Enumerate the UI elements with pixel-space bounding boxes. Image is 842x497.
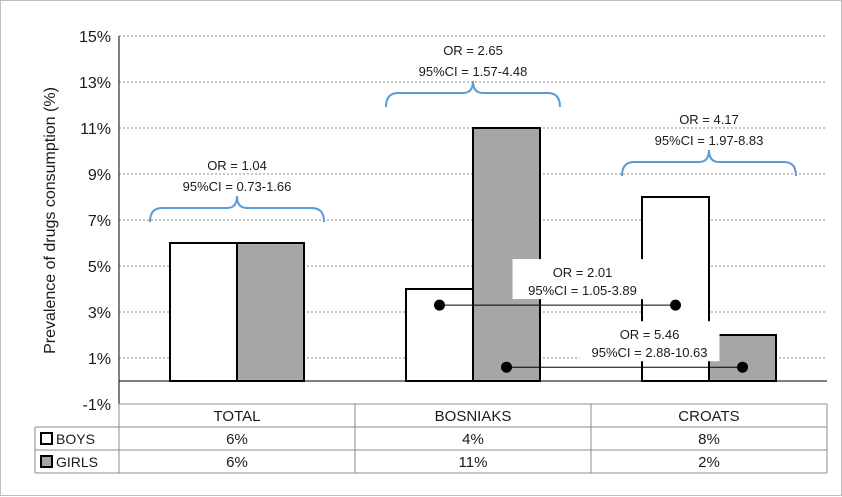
bar-boys-total <box>169 242 238 382</box>
ci-value-label: 95%CI = 2.88-10.63 <box>592 345 708 360</box>
y-tick-label: 3% <box>88 305 111 322</box>
annotation-backdrop <box>579 321 720 362</box>
ci-value-label: 95%CI = 1.05-3.89 <box>528 283 637 298</box>
or-value-label: OR = 2.65 <box>443 43 503 58</box>
y-tick-label: 9% <box>88 167 111 184</box>
comparison-point <box>501 361 512 373</box>
ci-value-label: 95%CI = 1.57-4.48 <box>419 64 528 79</box>
table-cell-value: 11% <box>459 454 488 471</box>
y-tick-label: 15% <box>79 29 111 46</box>
y-axis-label: Prevalence of drugs consumption (%) <box>42 87 59 354</box>
bar-girls-total <box>236 242 305 382</box>
y-tick-label: 7% <box>88 213 111 230</box>
y-tick-label: 1% <box>88 351 111 368</box>
category-label: CROATS <box>678 408 739 425</box>
or-value-label: OR = 1.04 <box>207 158 267 173</box>
comparison-point <box>670 299 681 311</box>
or-value-label: OR = 2.01 <box>553 265 613 280</box>
legend-swatch-boys <box>40 432 53 445</box>
y-tick-label: 13% <box>79 75 111 92</box>
or-brace <box>149 195 325 223</box>
y-tick-label: -1% <box>83 397 111 414</box>
data-table: TOTAL 6% 6% BOSNIAKS 4% 11% CROATS 8% 2% BOYS GIRL… <box>34 403 828 474</box>
bar-girls-croats <box>708 334 777 382</box>
annotation-backdrop <box>512 259 653 300</box>
annotation-layer: OR = 1.04 95%CI = 0.73-1.66 OR = 2.65 95%CI… <box>149 43 797 373</box>
or-value-label: OR = 4.17 <box>679 112 739 127</box>
y-tick-label: 5% <box>88 259 111 276</box>
ci-value-label: 95%CI = 1.97-8.83 <box>655 133 764 148</box>
comparison-point <box>434 299 445 311</box>
table-cell-value: 2% <box>698 454 720 471</box>
or-value-label: OR = 5.46 <box>620 327 680 342</box>
y-tick-label: 11% <box>80 121 111 138</box>
table-cell-value: 8% <box>698 431 720 448</box>
or-brace <box>621 149 797 177</box>
category-label: TOTAL <box>214 408 261 425</box>
comparison-point <box>737 361 748 373</box>
table-cell-value: 6% <box>226 431 248 448</box>
legend-label: GIRLS <box>56 454 98 470</box>
bar-girls-bosniaks <box>472 127 541 382</box>
table-cell-value: 6% <box>226 454 248 471</box>
category-label: BOSNIAKS <box>435 408 512 425</box>
legend-label: BOYS <box>56 431 95 447</box>
or-brace <box>385 80 561 108</box>
legend-swatch-girls <box>40 455 53 468</box>
ci-value-label: 95%CI = 0.73-1.66 <box>183 179 292 194</box>
table-cell-value: 4% <box>462 431 484 448</box>
